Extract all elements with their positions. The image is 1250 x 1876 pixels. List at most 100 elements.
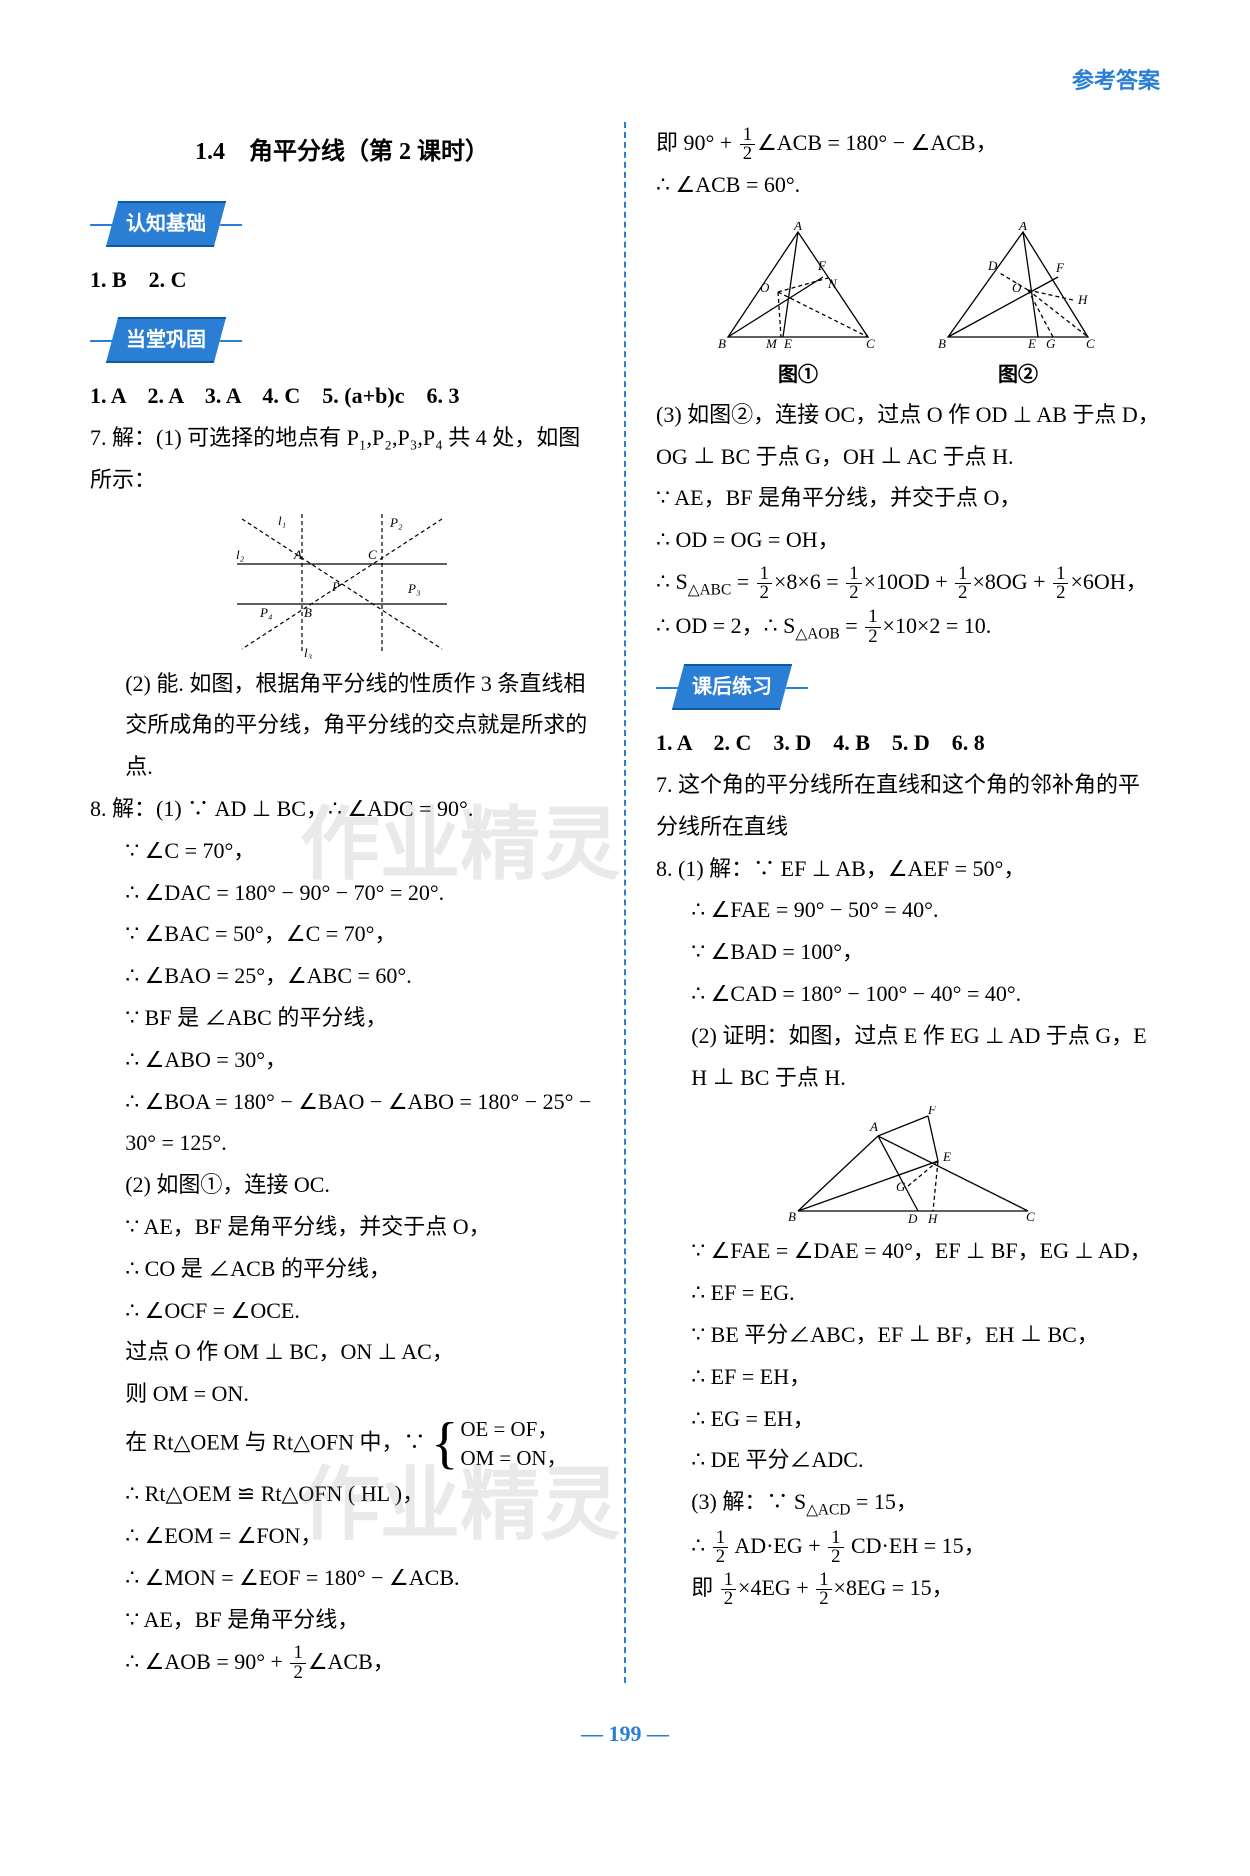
od-post: ×10×2 = 10. xyxy=(883,613,992,638)
svg-text:l₁: l₁ xyxy=(278,513,286,528)
kh-q8-1-l1: ∵ ∠BAD = 100°， xyxy=(656,931,1160,973)
content-columns: 1.4 角平分线（第 2 课时） 认知基础 1. B 2. C 当堂巩固 1. … xyxy=(90,122,1160,1683)
kh-answers: 1. A 2. C 3. D 4. B 5. D 6. 8 xyxy=(656,722,1160,764)
svg-text:P₃: P₃ xyxy=(407,581,420,596)
q8-t3: ∵ AE，BF 是角平分线， xyxy=(90,1599,594,1641)
q8-l9: ∴ CO 是 ∠ACB 的平分线， xyxy=(90,1248,594,1290)
kh-q8-2-l3: ∴ EF = EH， xyxy=(656,1356,1160,1398)
svg-text:A: A xyxy=(869,1119,878,1134)
badge-kehou-text: 课后练习 xyxy=(692,668,772,706)
svg-text:F: F xyxy=(817,258,827,273)
badge-renzhi: 认知基础 xyxy=(90,191,594,255)
lesson-title: 1.4 角平分线（第 2 课时） xyxy=(90,130,594,176)
sarea-m1: ×8×6 = xyxy=(774,569,844,594)
kh-q8-2-l0: ∵ ∠FAE = ∠DAE = 40°，EF ⊥ BF，EG ⊥ AD， xyxy=(656,1230,1160,1272)
kh-q7: 7. 这个角的平分线所在直线和这个角的邻补角的平分线所在直线 xyxy=(656,764,1160,848)
q8-aob: ∴ ∠AOB = 90° + 12∠ACB， xyxy=(90,1641,594,1683)
kh83-sub: △ACD xyxy=(806,1502,850,1519)
svg-text:A: A xyxy=(793,222,802,233)
kh83b-mid: AD·EG + xyxy=(730,1533,826,1558)
q7-head: 7. 解：(1) 可选择的地点有 P₁,P₂,P₃,P₄ 共 4 处，如图所示： xyxy=(90,417,594,501)
r-top: 即 90° + 12∠ACB = 180° − ∠ACB， xyxy=(656,122,1160,164)
svg-text:N: N xyxy=(827,276,838,291)
q8-l12: 则 OM = ON. xyxy=(90,1373,594,1415)
svg-text:B: B xyxy=(938,336,946,351)
page-header: 参考答案 xyxy=(90,60,1160,102)
q8-l11: 过点 O 作 OM ⊥ BC，ON ⊥ AC， xyxy=(90,1331,594,1373)
q8-aob-post: ∠ACB， xyxy=(308,1649,395,1674)
kh-q8-2-l4: ∴ EG = EH， xyxy=(656,1398,1160,1440)
kh-q8-2: (2) 证明：如图，过点 E 作 EG ⊥ AD 于点 G，EH ⊥ BC 于点… xyxy=(656,1015,1160,1099)
sarea-line: ∴ S△ABC = 12×8×6 = 12×10OD + 12×8OG + 12… xyxy=(656,561,1160,605)
rz-line1: 1. B 2. C xyxy=(90,267,187,292)
kh-q8-1: 8. (1) 解：∵ EF ⊥ AB，∠AEF = 50°， xyxy=(656,848,1160,890)
svg-text:P₂: P₂ xyxy=(389,515,403,530)
svg-text:B: B xyxy=(788,1209,796,1224)
q8-3a1: ∴ OD = OG = OH， xyxy=(656,519,1160,561)
right-column: 即 90° + 12∠ACB = 180° − ∠ACB， ∴ ∠ACB = 6… xyxy=(626,122,1160,1683)
kh-q8-1-l0: ∴ ∠FAE = 90° − 50° = 40°. xyxy=(656,889,1160,931)
q8-l8: ∵ AE，BF 是角平分线，并交于点 O， xyxy=(90,1206,594,1248)
svg-text:D: D xyxy=(907,1211,918,1226)
kh83c-post: ×8EG = 15， xyxy=(834,1575,954,1600)
q8-l6: ∴ ∠BOA = 180° − ∠BAO − ∠ABO = 180° − 25°… xyxy=(90,1081,594,1165)
sarea-m4: ×6OH， xyxy=(1070,569,1147,594)
svg-text:F: F xyxy=(927,1106,937,1117)
q8-rt-prefix: 在 Rt△OEM 与 Rt△OFN 中，∵ xyxy=(125,1429,431,1454)
svg-text:P₄: P₄ xyxy=(259,605,273,620)
svg-text:P: P xyxy=(331,579,340,594)
kh83c-mid: ×4EG + xyxy=(738,1575,814,1600)
od-pre: ∴ OD = 2，∴ S xyxy=(656,613,795,638)
q8-t0: ∴ Rt△OEM ≌ Rt△OFN ( HL )， xyxy=(90,1473,594,1515)
kh-q8-3: (3) 解：∵ S△ACD = 15， xyxy=(656,1481,1160,1525)
q8-l7: (2) 如图①，连接 OC. xyxy=(90,1164,594,1206)
svg-text:B: B xyxy=(304,605,312,620)
svg-text:C: C xyxy=(866,336,875,351)
od-line: ∴ OD = 2，∴ S△AOB = 12×10×2 = 10. xyxy=(656,605,1160,649)
q7-figure: l₁P₂ l₂AC PP₃ P₄B l₃ xyxy=(232,509,452,659)
page-number: — 199 — xyxy=(90,1713,1160,1755)
kh-q8-2-l5: ∴ DE 平分∠ADC. xyxy=(656,1439,1160,1481)
kh-q8-2-l2: ∵ BE 平分∠ABC，EF ⊥ BF，EH ⊥ BC， xyxy=(656,1314,1160,1356)
figure-2: ABC DO FH EG xyxy=(928,222,1108,352)
rz-answers: 1. B 2. C xyxy=(90,259,594,301)
sarea-eq: = xyxy=(731,569,754,594)
kh83-pre: (3) 解：∵ S xyxy=(691,1489,806,1514)
q8-t2: ∴ ∠MON = ∠EOF = 180° − ∠ACB. xyxy=(90,1557,594,1599)
q8-aob-pre: ∴ ∠AOB = 90° + xyxy=(125,1649,288,1674)
dt-answers: 1. A 2. A 3. A 4. C 5. (a+b)c 6. 3 xyxy=(90,375,594,417)
q8-case1: OE = OF， xyxy=(460,1415,567,1444)
kh-q8-3b: ∴ 12 AD·EG + 12 CD·EH = 15， xyxy=(656,1525,1160,1567)
q8-l4: ∵ BF 是 ∠ABC 的平分线， xyxy=(90,997,594,1039)
r-top-post: ∠ACB = 180° − ∠ACB， xyxy=(757,130,998,155)
q8-l2: ∵ ∠BAC = 50°，∠C = 70°， xyxy=(90,913,594,955)
left-column: 1.4 角平分线（第 2 课时） 认知基础 1. B 2. C 当堂巩固 1. … xyxy=(90,122,624,1683)
r-top-pre: 即 90° + xyxy=(656,130,738,155)
q8-l10: ∴ ∠OCF = ∠OCE. xyxy=(90,1290,594,1332)
q8-l1: ∴ ∠DAC = 180° − 90° − 70° = 20°. xyxy=(90,872,594,914)
badge-kehou: 课后练习 xyxy=(656,654,1160,718)
svg-text:C: C xyxy=(368,547,377,562)
q8-rt-cases: 在 Rt△OEM 与 Rt△OFN 中，∵ { OE = OF， OM = ON… xyxy=(90,1415,594,1474)
svg-text:A: A xyxy=(1018,222,1027,233)
badge-dangtang: 当堂巩固 xyxy=(90,307,594,371)
fig1-label: 图① xyxy=(708,356,888,394)
svg-text:G: G xyxy=(896,1179,906,1194)
svg-text:E: E xyxy=(783,336,792,351)
kh83-eq: = 15， xyxy=(850,1489,917,1514)
kh-figure: AFE BC GDH xyxy=(778,1106,1038,1226)
svg-text:E: E xyxy=(942,1149,951,1164)
od-mid: = xyxy=(840,613,863,638)
svg-text:H: H xyxy=(1077,292,1088,307)
kh83c-pre: 即 xyxy=(691,1575,719,1600)
sarea-m3: ×8OG + xyxy=(973,569,1052,594)
q8-l3: ∴ ∠BAO = 25°，∠ABC = 60°. xyxy=(90,955,594,997)
svg-text:B: B xyxy=(718,336,726,351)
q8-l0: ∵ ∠C = 70°， xyxy=(90,830,594,872)
svg-text:l₃: l₃ xyxy=(304,645,312,659)
svg-text:E: E xyxy=(1027,336,1036,351)
badge-renzhi-text: 认知基础 xyxy=(126,205,206,243)
kh83b-pre: ∴ xyxy=(691,1533,711,1558)
q8-3: (3) 如图②，连接 OC，过点 O 作 OD ⊥ AB 于点 D，OG ⊥ B… xyxy=(656,394,1160,478)
od-sub: △AOB xyxy=(795,625,839,642)
